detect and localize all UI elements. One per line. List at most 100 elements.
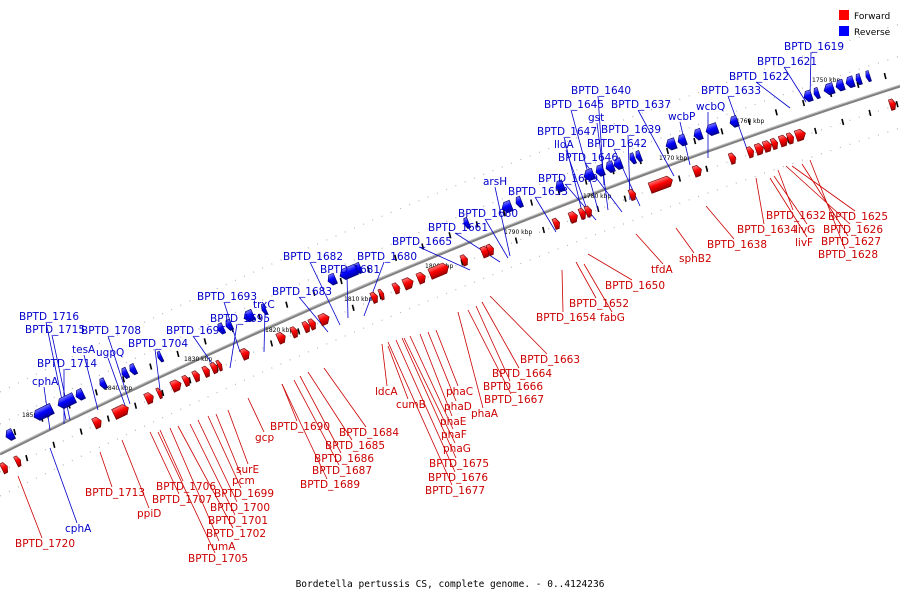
reverse-gene-label[interactable]: BPTD_1693: [197, 291, 257, 303]
forward-gene-label[interactable]: pcm: [232, 475, 255, 487]
reverse-gene-label[interactable]: BPTD_1653: [508, 186, 568, 198]
reverse-gene-label[interactable]: BPTD_1682: [283, 251, 343, 263]
forward-gene-label[interactable]: gcp: [255, 432, 274, 444]
forward-gene-label[interactable]: BPTD_1720: [15, 538, 75, 550]
forward-gene-label[interactable]: phaG: [443, 443, 471, 455]
forward-gene-label[interactable]: phaA: [471, 408, 499, 420]
reverse-gene-label[interactable]: tesA: [72, 344, 96, 356]
forward-gene-label[interactable]: BPTD_1664: [492, 368, 552, 380]
forward-gene-label[interactable]: BPTD_1667: [484, 394, 544, 406]
reverse-gene-label[interactable]: BPTD_1716: [19, 311, 79, 323]
gene-body: [239, 347, 250, 361]
forward-gene-label[interactable]: BPTD_1707: [152, 494, 212, 506]
forward-gene-label[interactable]: BPTD_1699: [214, 488, 274, 500]
forward-gene-label[interactable]: surE: [236, 464, 259, 476]
forward-gene-label[interactable]: BPTD_1687: [312, 465, 372, 477]
gene-body: [415, 271, 426, 285]
forward-gene-label[interactable]: ppiD: [137, 508, 161, 520]
gene-body: [823, 82, 836, 96]
forward-gene-label[interactable]: phaE: [440, 416, 466, 428]
forward-gene-label[interactable]: BPTD_1675: [429, 458, 489, 470]
forward-gene-label[interactable]: livG: [795, 224, 815, 236]
forward-gene-label[interactable]: BPTD_1684: [339, 427, 399, 439]
forward-gene-label[interactable]: BPTD_1666: [483, 381, 543, 393]
reverse-gene-label[interactable]: BPTD_1633: [701, 85, 761, 97]
forward-gene-label[interactable]: cumB: [396, 399, 426, 411]
forward-gene-label[interactable]: BPTD_1686: [314, 453, 374, 465]
reverse-gene-label[interactable]: BPTD_1661: [428, 222, 488, 234]
gene-arrow: [289, 326, 298, 339]
forward-gene-label[interactable]: BPTD_1625: [828, 211, 888, 223]
forward-gene-label[interactable]: BPTD_1676: [428, 472, 488, 484]
forward-gene-label[interactable]: BPTD_1652: [569, 298, 629, 310]
forward-gene-label[interactable]: BPTD_1677: [425, 485, 485, 497]
reverse-gene-label[interactable]: BPTD_1715: [25, 324, 85, 336]
ruler-tick-upper: [774, 109, 778, 116]
reverse-gene-label[interactable]: BPTD_1642: [587, 138, 647, 150]
reverse-gene-label[interactable]: BPTD_1639: [601, 124, 661, 136]
forward-gene-label[interactable]: BPTD_1634: [737, 224, 797, 236]
forward-gene-label-leader: [457, 311, 484, 409]
reverse-gene-label[interactable]: BPTD_1647: [537, 126, 597, 138]
reverse-gene-label[interactable]: BPTD_1708: [81, 325, 141, 337]
reverse-gene-label[interactable]: arsH: [483, 176, 507, 188]
forward-gene-label[interactable]: rumA: [207, 541, 236, 553]
reverse-gene-label[interactable]: trxC: [253, 299, 275, 311]
gene-arrow: [317, 313, 330, 327]
gene-arrow: [769, 137, 778, 151]
reverse-gene-label[interactable]: BPTD_1621: [757, 56, 817, 68]
reverse-gene-label[interactable]: BPTD_1695: [210, 313, 270, 325]
reverse-gene-label[interactable]: BPTD_1622: [729, 71, 789, 83]
forward-gene-label[interactable]: livF: [795, 237, 813, 249]
reverse-gene-label[interactable]: BPTD_1696: [166, 325, 226, 337]
reverse-gene-label[interactable]: BPTD_1665: [392, 236, 452, 248]
reverse-gene-label[interactable]: cphA: [32, 376, 59, 388]
forward-gene-label[interactable]: BPTD_1685: [325, 440, 385, 452]
forward-gene-label[interactable]: BPTD_1700: [210, 502, 270, 514]
forward-gene-label[interactable]: fabG: [600, 312, 625, 324]
forward-gene-label[interactable]: BPTD_1702: [206, 528, 266, 540]
forward-gene-label[interactable]: BPTD_1689: [300, 479, 360, 491]
forward-gene-label[interactable]: BPTD_1663: [520, 354, 580, 366]
forward-gene-label[interactable]: tfdA: [651, 264, 673, 276]
reverse-gene-label[interactable]: BPTD_1646: [558, 152, 618, 164]
forward-gene-label[interactable]: phaD: [444, 401, 472, 413]
reverse-gene-label[interactable]: BPTD_1637: [611, 99, 671, 111]
reverse-gene-label[interactable]: BPTD_1680: [357, 251, 417, 263]
forward-gene-label[interactable]: BPTD_1654: [536, 312, 596, 324]
forward-gene-label[interactable]: BPTD_1713: [85, 487, 145, 499]
reverse-gene-label[interactable]: BPTD_1649: [538, 173, 598, 185]
reverse-gene-label[interactable]: cphA: [65, 523, 92, 535]
forward-gene-label[interactable]: BPTD_1650: [605, 280, 665, 292]
forward-gene-label[interactable]: BPTD_1701: [208, 515, 268, 527]
forward-gene-label[interactable]: BPTD_1705: [188, 553, 248, 565]
forward-gene-label[interactable]: phaC: [446, 386, 473, 398]
reverse-gene-label[interactable]: lldA: [554, 139, 574, 151]
forward-gene-label[interactable]: phaF: [441, 429, 467, 441]
reverse-gene-label[interactable]: BPTD_1619: [784, 41, 844, 53]
forward-gene-label[interactable]: BPTD_1690: [270, 421, 330, 433]
reverse-gene-label[interactable]: BPTD_1704: [128, 338, 188, 350]
forward-gene-label[interactable]: BPTD_1632: [766, 210, 826, 222]
gene-arrow: [567, 211, 578, 224]
forward-gene-label[interactable]: sphB2: [679, 253, 712, 265]
reverse-gene-label[interactable]: gst: [588, 112, 604, 124]
reverse-gene-label[interactable]: BPTD_1714: [37, 358, 97, 370]
reverse-gene-label[interactable]: wcbP: [668, 111, 695, 123]
forward-gene-label[interactable]: ldcA: [375, 386, 398, 398]
ruler-tick-lower: [297, 328, 301, 335]
reverse-gene-label[interactable]: BPTD_1640: [571, 85, 631, 97]
forward-gene-label[interactable]: BPTD_1627: [821, 236, 881, 248]
reverse-gene-label[interactable]: wcbQ: [696, 101, 725, 113]
reverse-gene-label[interactable]: BPTD_1683: [272, 286, 332, 298]
reverse-gene-label[interactable]: BPTD_1660: [458, 208, 518, 220]
forward-gene-label[interactable]: BPTD_1628: [818, 249, 878, 261]
forward-gene-label-leader: [99, 451, 113, 488]
reverse-gene-label[interactable]: BPTD_1645: [544, 99, 604, 111]
gene-body: [855, 73, 863, 86]
reverse-gene-label[interactable]: ugpQ: [96, 347, 124, 359]
forward-gene-label[interactable]: BPTD_1706: [156, 481, 216, 493]
forward-gene-label[interactable]: BPTD_1638: [707, 239, 767, 251]
forward-gene-label[interactable]: BPTD_1626: [823, 224, 883, 236]
reverse-gene-label[interactable]: BPTD_1681: [320, 264, 380, 276]
